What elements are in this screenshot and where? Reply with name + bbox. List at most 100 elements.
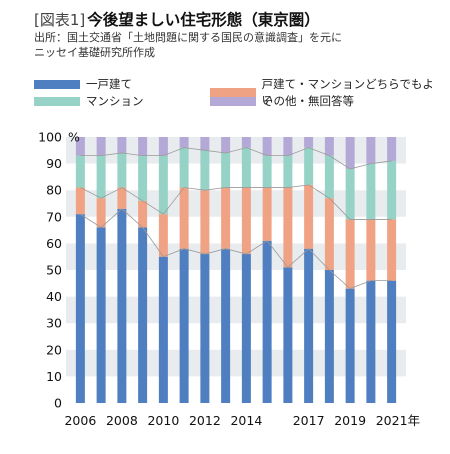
- chart-title-row: [図表1] 今後望ましい住宅形態（東京圏）: [34, 8, 320, 30]
- bar-segment-condo-2009: [138, 155, 148, 201]
- bar-segment-detached_or_condo-2008: [117, 187, 127, 209]
- bar-segment-other-2020: [366, 137, 376, 164]
- bar-segment-other-2016: [283, 137, 293, 156]
- bar-segment-condo-2017: [304, 147, 314, 185]
- bar-segment-condo-2006: [75, 155, 85, 188]
- bar-segment-other-2015: [262, 137, 272, 156]
- bar-segment-condo-2014: [241, 147, 251, 188]
- grid-band: [66, 296, 406, 324]
- bar-segment-other-2011: [179, 137, 189, 148]
- chart-title: 今後望ましい住宅形態（東京圏）: [87, 11, 320, 29]
- bar-segment-detached-2006: [75, 214, 85, 403]
- bar-segment-detached_or_condo-2012: [200, 190, 210, 255]
- bar-segment-condo-2013: [221, 152, 231, 188]
- bar-segment-other-2013: [221, 137, 231, 153]
- x-axis: 2006 2008 2010 2012 2014 2017 2019 2021 年: [64, 413, 420, 428]
- connector-lines: [80, 147, 392, 290]
- y-tick-label: 10: [46, 369, 62, 384]
- bar-segment-detached_or_condo-2011: [179, 187, 189, 249]
- legend-swatch-condo: [34, 96, 80, 106]
- bar-segment-other-2009: [138, 137, 148, 156]
- legend-item-condo: マンション: [34, 93, 144, 109]
- bar-segment-condo-2008: [117, 152, 127, 188]
- bar-segment-condo-2012: [200, 150, 210, 191]
- bar-segment-other-2010: [158, 137, 168, 156]
- y-tick-label: 50: [46, 263, 62, 278]
- bar-segment-other-2006: [75, 137, 85, 156]
- legend-item-other: その他・無回答等: [210, 93, 354, 109]
- bar-segment-detached-2007: [96, 227, 106, 403]
- y-tick-label: 40: [46, 289, 62, 304]
- source-note: 出所：国土交通省「土地問題に関する国民の意識調査」を元に ニッセイ基礎研究所作成: [34, 30, 434, 60]
- legend-label-other: その他・無回答等: [262, 94, 354, 108]
- grid-band: [66, 243, 406, 270]
- y-tick-label: 70: [46, 209, 62, 224]
- bar-segment-other-2014: [241, 137, 251, 148]
- bar-segment-detached-2012: [200, 254, 210, 403]
- x-tick-label: 2010: [147, 413, 179, 428]
- bar-segment-detached-2015: [262, 240, 272, 403]
- bar-segment-detached_or_condo-2014: [241, 187, 251, 255]
- bar-segment-detached_or_condo-2009: [138, 200, 148, 228]
- bar-segment-detached-2011: [179, 248, 189, 403]
- source-line-1: 出所：国土交通省「土地問題に関する国民の意識調査」を元に: [34, 31, 342, 44]
- legend-label-detached: 一戸建て: [86, 77, 132, 91]
- bar-segment-other-2019: [345, 137, 355, 169]
- legend-swatch-detached: [34, 79, 80, 89]
- legend-item-detached: 一戸建て: [34, 76, 132, 92]
- legend-label-condo: マンション: [86, 94, 144, 108]
- connector-line-condo: [80, 147, 392, 170]
- bar-segment-condo-2019: [345, 168, 355, 220]
- bar-segment-detached_or_condo-2006: [75, 187, 85, 215]
- figure-tag: [図表1]: [34, 11, 86, 29]
- bar-segment-detached_or_condo-2018: [324, 198, 334, 270]
- bar-segment-detached-2018: [324, 270, 334, 403]
- bar-segment-other-2012: [200, 137, 210, 151]
- y-tick-label: 90: [46, 156, 62, 171]
- x-unit-label: 年: [408, 413, 421, 428]
- bar-segment-detached-2009: [138, 227, 148, 403]
- x-tick-label: 2006: [64, 413, 96, 428]
- bar-segment-detached_or_condo-2020: [366, 219, 376, 281]
- grid-band: [66, 349, 406, 377]
- bar-segment-other-2017: [304, 137, 314, 148]
- bar-segment-detached_or_condo-2019: [345, 219, 355, 289]
- bar-segment-other-2021: [387, 137, 397, 161]
- bar-segment-detached_or_condo-2017: [304, 184, 314, 249]
- legend-label-either: 戸建て・マンションどちらでもよい: [261, 77, 434, 107]
- bar-segment-detached_or_condo-2010: [158, 214, 168, 257]
- chart-legend: 一戸建て 戸建て・マンションどちらでもよい マンション その他・無回答等: [34, 76, 444, 116]
- x-tick-label: 2008: [106, 413, 138, 428]
- bar-segment-condo-2010: [158, 155, 168, 215]
- y-tick-label: 0: [54, 396, 62, 411]
- bar-segment-detached-2008: [117, 208, 127, 403]
- bar-segment-detached-2016: [283, 267, 293, 403]
- x-tick-label: 2019: [334, 413, 366, 428]
- y-tick-label: 60: [46, 236, 62, 251]
- bar-segment-other-2008: [117, 137, 127, 153]
- bar-segment-condo-2016: [283, 155, 293, 188]
- bar-segment-detached_or_condo-2015: [262, 187, 272, 241]
- x-tick-label: 2021: [376, 413, 408, 428]
- y-tick-label: 30: [46, 316, 62, 331]
- bar-segment-detached-2010: [158, 256, 168, 403]
- bar-segment-detached-2020: [366, 280, 376, 403]
- bar-segment-detached-2014: [241, 254, 251, 403]
- bar-segment-other-2018: [324, 137, 334, 156]
- legend-swatch-either: [210, 87, 256, 97]
- x-tick-label: 2012: [189, 413, 221, 428]
- bar-segment-condo-2007: [96, 155, 106, 199]
- source-line-2: ニッセイ基礎研究所作成: [34, 46, 155, 59]
- connector-line-detached_or_condo: [80, 184, 392, 220]
- legend-swatch-other: [210, 96, 256, 106]
- bar-segment-condo-2021: [387, 160, 397, 220]
- bar-segment-condo-2018: [324, 155, 334, 199]
- bar-segment-detached-2019: [345, 288, 355, 403]
- bar-segment-other-2007: [96, 137, 106, 156]
- bar-segment-detached_or_condo-2021: [387, 219, 397, 281]
- background-bands: [66, 137, 406, 377]
- bar-segment-detached_or_condo-2013: [221, 187, 231, 249]
- bar-segment-condo-2015: [262, 155, 272, 188]
